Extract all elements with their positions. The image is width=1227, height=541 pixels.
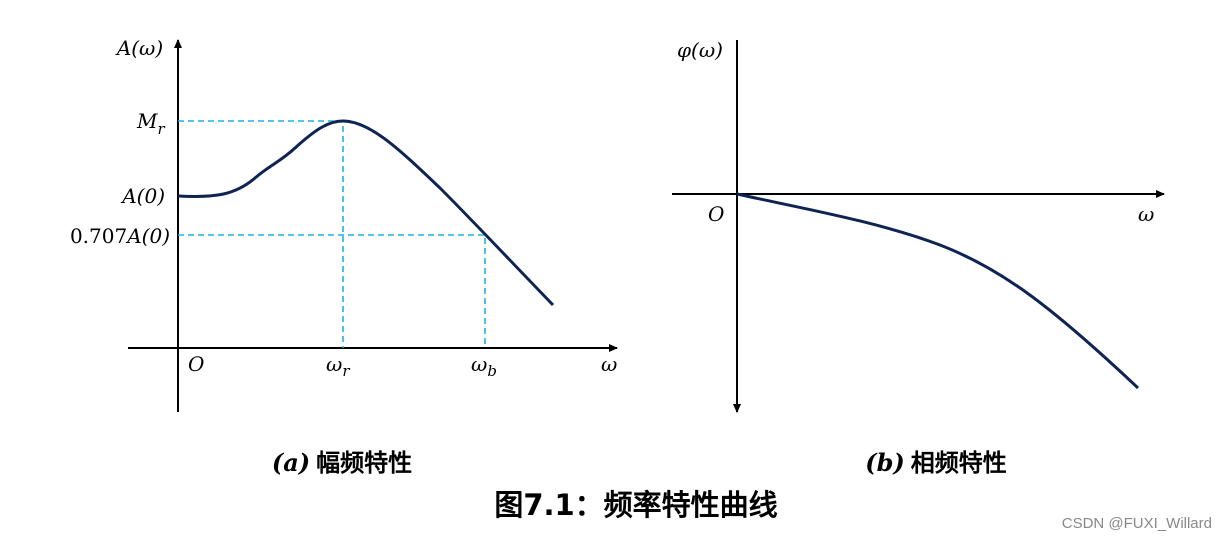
caption-tag: (b) bbox=[865, 448, 905, 477]
label-main: A(0) bbox=[125, 224, 170, 248]
label-sub: r bbox=[342, 362, 350, 380]
x-axis-label: ω bbox=[601, 352, 617, 376]
caption: (b) 相频特性 bbox=[865, 448, 1007, 477]
label-main: M bbox=[136, 109, 158, 133]
phase-plot: φ(ω) O ω (b) 相频特性 bbox=[672, 38, 1165, 477]
origin-label: O bbox=[708, 202, 724, 226]
x-axis-label: ω bbox=[1138, 202, 1154, 226]
wb-label: ωb bbox=[471, 352, 497, 380]
caption-tag: (a) bbox=[272, 448, 310, 477]
caption: (a) 幅频特性 bbox=[272, 448, 412, 477]
label-coef: 0.707 bbox=[70, 224, 127, 248]
caption-text: 幅频特性 bbox=[316, 449, 412, 477]
origin-label: O bbox=[188, 352, 204, 376]
amplitude-curve bbox=[177, 119, 555, 307]
label-main: ω bbox=[326, 352, 342, 376]
label-main: ω bbox=[471, 352, 487, 376]
wr-label: ωr bbox=[326, 352, 350, 380]
y-axis-label: φ(ω) bbox=[677, 38, 723, 62]
cutoff-label: 0.707A(0) bbox=[70, 224, 170, 248]
caption-text: 相频特性 bbox=[911, 449, 1007, 477]
a0-label: A(0) bbox=[120, 184, 165, 208]
amplitude-plot: A(ω) Mr A(0) 0.707A(0) O ωr ωb ω (a) 幅频特性 bbox=[70, 36, 618, 477]
watermark: CSDN @FUXI_Willard bbox=[1062, 515, 1212, 532]
label-sub: r bbox=[157, 120, 165, 138]
y-axis-label: A(ω) bbox=[115, 36, 163, 60]
cutoff-guide bbox=[178, 234, 486, 348]
label-sub: b bbox=[487, 362, 497, 380]
phase-curve bbox=[736, 192, 1140, 390]
peak-label: Mr bbox=[136, 109, 165, 138]
figure-title: 图7.1：频率特性曲线 bbox=[494, 488, 777, 522]
